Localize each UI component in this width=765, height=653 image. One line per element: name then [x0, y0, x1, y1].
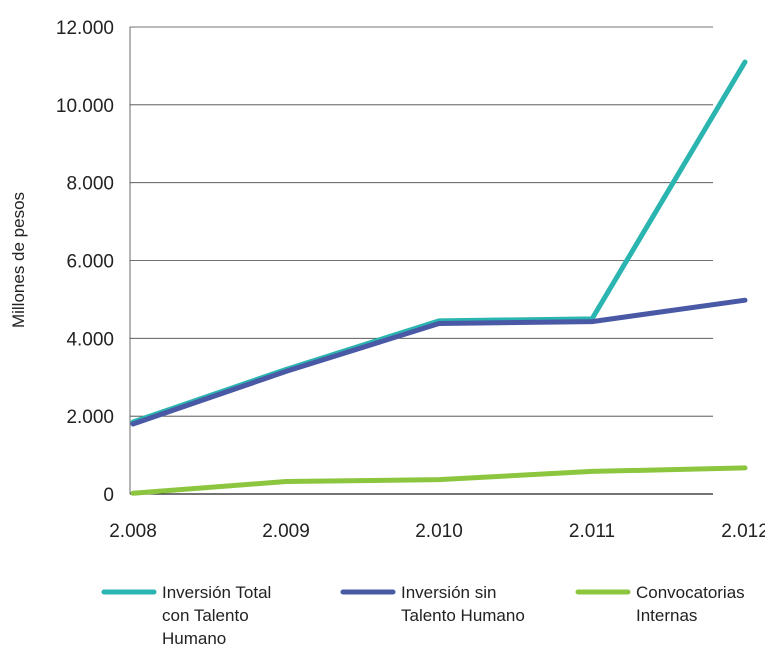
series-line-1 — [130, 59, 748, 425]
legend-label: Inversión sin — [401, 583, 496, 602]
y-tick-label: 4.000 — [66, 329, 114, 350]
legend-label: con Talento — [162, 606, 249, 625]
legend-label: Inversión Total — [162, 583, 271, 602]
y-tick-label: 12.000 — [56, 18, 114, 39]
x-tick-labels: 2.008 2.009 2.010 2.011 2.012 — [109, 521, 765, 542]
y-tick-label: 2.000 — [66, 407, 114, 428]
legend-label: Talento Humano — [401, 606, 525, 625]
legend-label: Internas — [636, 606, 697, 625]
legend-item: Convocatorias Internas — [575, 583, 745, 625]
y-tick-label: 6.000 — [66, 252, 114, 273]
legend-item: Inversión Total con Talento Humano — [101, 583, 271, 648]
legend-label: Convocatorias — [636, 583, 745, 602]
x-tick-label: 2.009 — [262, 521, 310, 542]
y-tick-label: 8.000 — [66, 174, 114, 195]
legend-item: Inversión sin Talento Humano — [340, 583, 525, 625]
y-tick-labels: 0 2.000 4.000 6.000 8.000 10.000 12.000 — [56, 18, 114, 506]
y-axis-title: Millones de pesos — [9, 192, 28, 328]
y-tick-label: 0 — [103, 485, 114, 506]
y-tick-label: 10.000 — [56, 96, 114, 117]
series-line-2 — [130, 297, 748, 427]
x-tick-label: 2.008 — [109, 521, 157, 542]
gridlines — [129, 26, 713, 495]
x-tick-label: 2.011 — [569, 521, 615, 542]
series-line-3 — [130, 465, 748, 496]
series-lines — [130, 59, 748, 496]
x-tick-label: 2.012 — [721, 521, 765, 542]
x-tick-label: 2.010 — [415, 521, 463, 542]
legend-label: Humano — [162, 629, 226, 648]
